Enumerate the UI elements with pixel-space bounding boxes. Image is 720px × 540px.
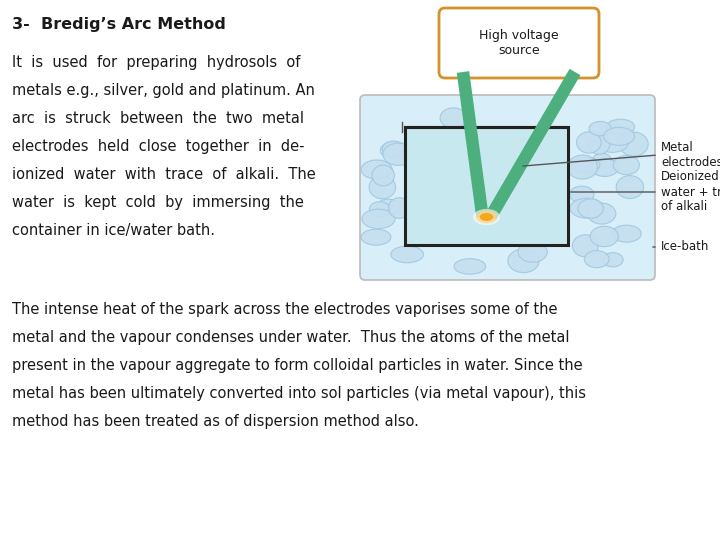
Ellipse shape [361,229,391,245]
Ellipse shape [619,132,648,156]
Text: electrodes  held  close  together  in  de-: electrodes held close together in de- [12,139,305,154]
Ellipse shape [590,226,618,247]
Bar [405,127,568,245]
Text: The intense heat of the spark across the electrodes vaporises some of the: The intense heat of the spark across the… [12,302,557,317]
Ellipse shape [440,108,467,128]
Ellipse shape [473,209,500,225]
Ellipse shape [612,225,642,242]
Ellipse shape [613,156,639,174]
Ellipse shape [518,242,547,262]
Ellipse shape [369,202,390,217]
Ellipse shape [382,141,404,157]
Ellipse shape [508,249,539,273]
Ellipse shape [391,246,423,263]
Ellipse shape [590,159,618,177]
Text: It  is  used  for  preparing  hydrosols  of: It is used for preparing hydrosols of [12,55,300,70]
Text: Metal
electrodes: Metal electrodes [661,141,720,169]
Ellipse shape [572,157,600,173]
Ellipse shape [380,142,408,159]
Text: Deionized
water + trace
of alkali: Deionized water + trace of alkali [661,171,720,213]
Ellipse shape [570,186,594,203]
Ellipse shape [606,119,634,134]
Text: Ice-bath: Ice-bath [661,240,709,253]
Ellipse shape [616,176,644,199]
Ellipse shape [372,165,395,186]
Ellipse shape [454,259,485,274]
Ellipse shape [476,211,497,224]
Text: metal has been ultimately converted into sol particles (via metal vapour), this: metal has been ultimately converted into… [12,386,586,401]
Ellipse shape [577,132,601,153]
FancyBboxPatch shape [439,8,599,78]
Ellipse shape [589,122,611,136]
Ellipse shape [383,143,414,165]
Ellipse shape [480,213,493,221]
Text: arc  is  struck  between  the  two  metal: arc is struck between the two metal [12,111,304,126]
Ellipse shape [603,253,623,267]
Ellipse shape [361,160,392,179]
Ellipse shape [588,133,610,154]
Ellipse shape [603,127,634,145]
Ellipse shape [567,155,598,179]
Ellipse shape [585,251,609,268]
Text: metal and the vapour condenses under water.  Thus the atoms of the metal: metal and the vapour condenses under wat… [12,330,570,345]
Ellipse shape [389,198,410,218]
Bar [405,127,568,245]
Ellipse shape [572,235,598,257]
Ellipse shape [588,203,616,224]
Ellipse shape [596,133,629,152]
Text: present in the vapour aggregate to form colloidal particles in water. Since the: present in the vapour aggregate to form … [12,358,582,373]
Ellipse shape [369,176,395,199]
Text: High voltage
source: High voltage source [480,29,559,57]
Text: water  is  kept  cold  by  immersing  the: water is kept cold by immersing the [12,195,304,210]
Text: ionized  water  with  trace  of  alkali.  The: ionized water with trace of alkali. The [12,167,316,182]
Text: 3-  Bredig’s Arc Method: 3- Bredig’s Arc Method [12,17,226,32]
Ellipse shape [570,198,604,218]
Text: container in ice/water bath.: container in ice/water bath. [12,223,215,238]
Text: metals e.g., silver, gold and platinum. An: metals e.g., silver, gold and platinum. … [12,83,315,98]
Ellipse shape [591,153,613,176]
Ellipse shape [362,209,395,228]
Ellipse shape [578,199,603,218]
Text: method has been treated as of dispersion method also.: method has been treated as of dispersion… [12,414,419,429]
FancyBboxPatch shape [360,95,655,280]
Ellipse shape [377,199,401,215]
